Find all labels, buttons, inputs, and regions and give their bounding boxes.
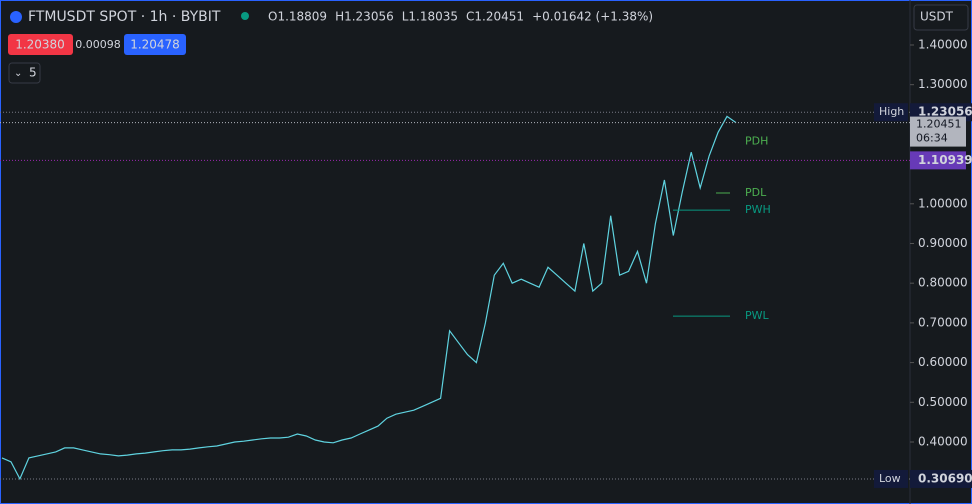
- bid: 1.20380: [15, 38, 65, 52]
- level-label: PDL: [745, 186, 767, 199]
- indicators-toggle[interactable]: [8, 62, 41, 84]
- ohlc-value: C1.20451: [466, 10, 524, 24]
- level-tag: [910, 151, 966, 170]
- level-label: PDH: [745, 134, 768, 147]
- ask-box[interactable]: [124, 34, 186, 55]
- ohlc-value: O1.18809: [268, 10, 327, 24]
- ask: 1.20478: [130, 38, 180, 52]
- ohlc-value: H1.23056: [335, 10, 394, 24]
- currency: USDT: [920, 10, 954, 24]
- level-label: PWL: [745, 309, 770, 322]
- low-tag: [910, 469, 972, 488]
- last-tag: [910, 116, 966, 147]
- chevron: ⌄: [14, 68, 22, 79]
- high-value: 1.23056: [918, 105, 972, 119]
- currency-button[interactable]: [913, 4, 969, 31]
- symbol-icon: [10, 11, 22, 23]
- spread: 0.00098: [75, 38, 121, 51]
- low-label: Low: [879, 472, 901, 485]
- level-value: 1.10939: [918, 153, 972, 167]
- high-label-box: [874, 103, 908, 122]
- y-tick-label: 1.40000: [918, 37, 968, 51]
- ohlc-value: +0.01642 (+1.38%): [532, 10, 653, 24]
- y-tick-label: 1.00000: [918, 196, 968, 210]
- high-label: High: [879, 105, 904, 118]
- price-line: [1, 115, 737, 481]
- low-label-box: [874, 469, 908, 488]
- y-tick-label: 1.30000: [918, 77, 968, 91]
- level-label: PWH: [745, 203, 771, 216]
- y-tick-label: 0.80000: [918, 276, 968, 290]
- status-dot: [241, 12, 249, 20]
- ohlc-value: L1.18035: [402, 10, 458, 24]
- y-tick-label: 0.40000: [918, 434, 968, 448]
- last-price: 1.20451: [916, 118, 962, 131]
- y-tick-label: 0.90000: [918, 236, 968, 250]
- low-value: 0.30690: [918, 471, 972, 485]
- countdown: 06:34: [916, 132, 948, 145]
- y-tick-label: 0.70000: [918, 315, 968, 329]
- indicator-count: 5: [29, 66, 37, 80]
- chart-title: FTMUSDT SPOT · 1h · BYBIT: [28, 9, 221, 25]
- y-tick-label: 0.60000: [918, 355, 968, 369]
- bid-box[interactable]: [8, 34, 73, 55]
- y-tick-label: 0.50000: [918, 395, 968, 409]
